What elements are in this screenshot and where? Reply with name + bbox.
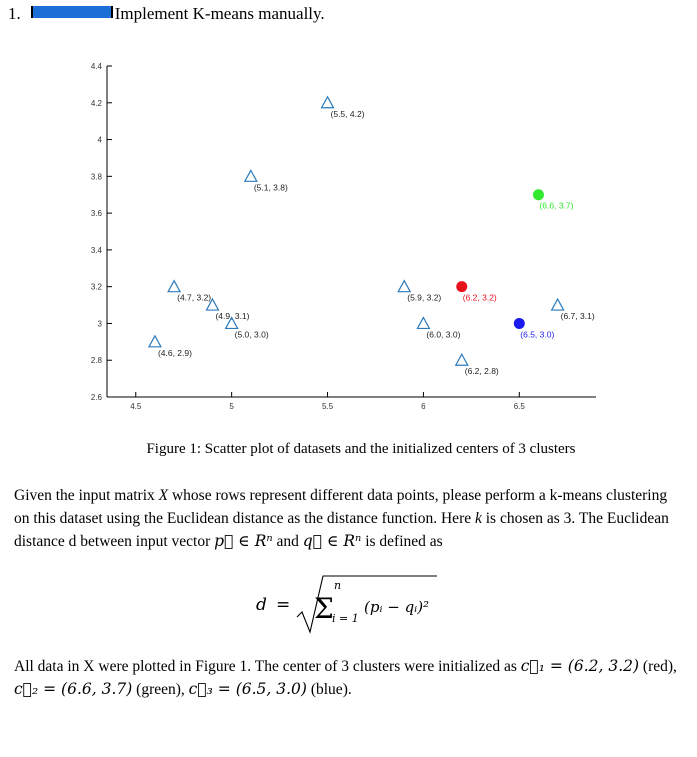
vector-p-expression: p⃗ ∈ Rⁿ — [214, 532, 273, 550]
formula-equals: = — [276, 595, 290, 615]
data-point-triangle — [147, 334, 162, 348]
center-2-expression: c⃗₂ = (6.6, 3.7) — [14, 680, 133, 698]
data-point-triangle — [550, 297, 565, 311]
y-tick-label: 2.6 — [91, 393, 103, 402]
y-tick-label: 3 — [98, 319, 103, 328]
y-tick-label: 3.4 — [91, 246, 103, 255]
data-point-triangle — [397, 279, 412, 293]
x-tick-label: 6 — [421, 402, 426, 411]
y-tick-label: 3.6 — [91, 209, 103, 218]
formula-lhs: d — [256, 595, 267, 615]
data-point-label: (5.0, 3.0) — [235, 329, 269, 339]
data-point-triangle — [454, 352, 469, 366]
y-tick-label: 4.4 — [91, 62, 103, 71]
center-3-expression: c⃗₃ = (6.5, 3.0) — [188, 680, 307, 698]
figure-caption: Figure 1: Scatter plot of datasets and t… — [146, 441, 576, 457]
problem-paragraph: Given the input matrix X whose rows repr… — [14, 487, 669, 550]
question-heading: 1. Implement K-means manually. — [8, 3, 325, 25]
question-number: 1. — [8, 4, 21, 23]
center-1-expression: c⃗₁ = (6.2, 3.2) — [520, 657, 640, 675]
data-point-label: (4.9, 3.1) — [215, 311, 249, 321]
sqrt-symbol — [296, 575, 437, 634]
data-point-triangle — [167, 279, 182, 293]
y-tick-label: 3.2 — [91, 283, 103, 292]
sum-upper-limit: n — [334, 579, 341, 592]
vector-q-expression: q⃗ ∈ Rⁿ — [302, 532, 362, 550]
y-tick-label: 4 — [98, 136, 103, 145]
data-point-label: (5.5, 4.2) — [331, 109, 365, 119]
plot-marks: (5.5, 4.2) (5.1, 3.8) (4.7, 3.2) (4.9, 3.1)… — [147, 95, 595, 376]
cluster-center-label: (6.6, 3.7) — [539, 201, 573, 211]
cluster-center-dot — [532, 189, 544, 201]
cluster-center-label: (6.5, 3.0) — [520, 329, 554, 339]
x-tick-label: 5 — [229, 402, 234, 411]
sum-lower-limit: i = 1 — [332, 612, 359, 625]
data-point-label: (4.7, 3.2) — [177, 293, 211, 303]
redacted-block — [30, 6, 113, 18]
data-point-label: (6.7, 3.1) — [561, 311, 595, 321]
x-tick-label: 6.5 — [514, 402, 526, 411]
y-tick-label: 3.8 — [91, 172, 103, 181]
data-point-label: (6.2, 2.8) — [465, 366, 499, 376]
y-tick-label: 2.8 — [91, 356, 103, 365]
data-point-label: (6.0, 3.0) — [426, 329, 460, 339]
sum-term: (pᵢ − qᵢ)² — [364, 598, 429, 616]
centers-paragraph: All data in X were plotted in Figure 1. … — [14, 657, 677, 698]
data-point-triangle — [205, 297, 220, 311]
cluster-center-label: (6.2, 3.2) — [463, 293, 497, 303]
data-point-triangle — [243, 169, 258, 182]
data-point-label: (5.9, 3.2) — [407, 293, 441, 303]
question-title: Implement K-means manually. — [114, 4, 325, 23]
data-point-label: (5.1, 3.8) — [254, 182, 288, 192]
data-point-triangle — [416, 316, 431, 330]
data-point-label: (4.6, 2.9) — [158, 348, 192, 358]
y-tick-label: 4.2 — [91, 99, 103, 108]
data-point-triangle — [224, 316, 239, 330]
cluster-center-dot — [513, 317, 525, 329]
cluster-center-dot — [456, 281, 468, 293]
x-tick-label: 5.5 — [322, 402, 334, 411]
scatter-plot: 2.6 2.8 3 3.2 3.4 3.6 3.8 4 4.2 4.4 4.5 5 5.5 6 6.5 (5… — [91, 62, 596, 411]
plot-axes: 2.6 2.8 3 3.2 3.4 3.6 3.8 4 4.2 4.4 4.5 5 5.5 6 6.5 — [91, 62, 596, 411]
distance-formula: d = Σ n i = 1 (pᵢ − qᵢ)² — [256, 575, 437, 634]
sigma-symbol: Σ — [314, 592, 334, 625]
data-point-triangle — [320, 95, 335, 109]
x-tick-label: 4.5 — [130, 402, 142, 411]
